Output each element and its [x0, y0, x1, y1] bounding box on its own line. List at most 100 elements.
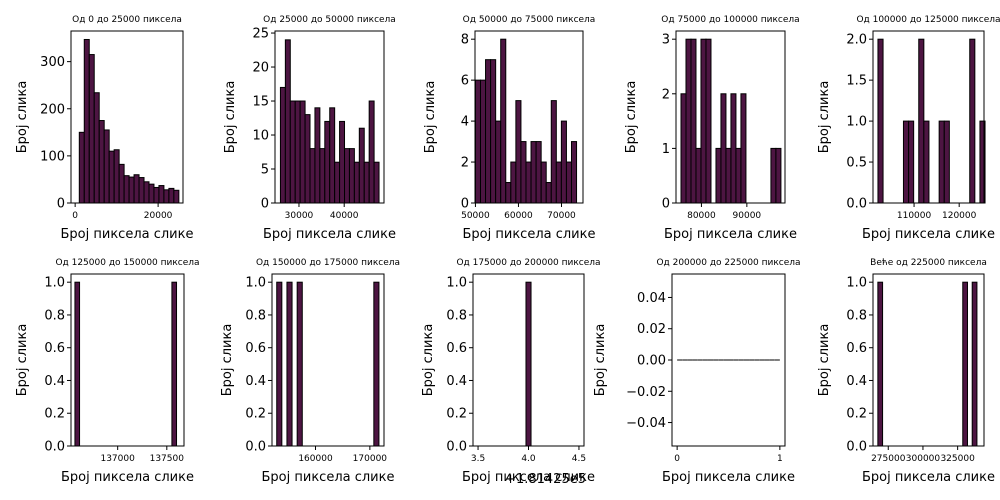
y-tick-label: −0.02	[626, 385, 666, 400]
histogram-panel-6: 0.0 0.2 0.4 0.6 0.8 1.0 137000 137500 Од 125000 …	[15, 258, 200, 485]
y-tick-label: 0	[662, 197, 670, 212]
x-axis-label: Број пиксела слике	[263, 227, 396, 242]
x-tick-label: 0	[674, 454, 680, 464]
histogram-bar	[943, 120, 950, 204]
x-tick-label: 120000	[942, 211, 977, 221]
subplot-title: Од 175000 до 200000 пиксела	[456, 258, 600, 268]
y-tick-label: 2.0	[846, 33, 867, 48]
histogram-bar	[730, 93, 737, 204]
x-tick-label: 80000	[687, 211, 716, 221]
histogram-bar	[525, 281, 532, 447]
histogram-bar	[485, 59, 492, 204]
histogram-bar	[570, 141, 578, 204]
histogram-bar	[153, 186, 160, 204]
y-tick-label: 0.04	[637, 291, 666, 306]
histogram-bar	[515, 100, 522, 204]
histogram-panel-4: 0 1 2 3 80000 90000 Од 75000 до 100000 пиксела…	[624, 15, 800, 242]
histogram-panel-9: −0.04 −0.02 0.00 0.02 0.04 0 1 Од 200000 до 225…	[593, 258, 801, 485]
y-axis-label: Број слика	[817, 81, 832, 154]
histogram-bar	[969, 38, 976, 204]
histogram-bar	[938, 120, 945, 204]
histogram-bar	[143, 181, 150, 204]
x-tick-label: 3.5	[471, 454, 485, 464]
histogram-bar	[163, 189, 170, 204]
histogram-bar	[715, 147, 722, 204]
bars	[74, 281, 178, 447]
y-tick-label: 0.2	[44, 407, 65, 422]
y-axis-label: Број слика	[421, 324, 436, 397]
y-tick-label: 0.6	[846, 341, 867, 356]
y-tick-label: 0.00	[637, 354, 666, 369]
histogram-bar	[133, 174, 140, 204]
histogram-bar	[286, 281, 293, 447]
y-tick-label: 1.0	[44, 276, 65, 291]
y-tick-label: 1	[662, 142, 670, 157]
histogram-bar	[775, 147, 782, 204]
y-tick-label: 0.8	[44, 308, 65, 323]
y-axis-label: Број слика	[817, 324, 832, 397]
y-tick-label: 0.8	[446, 308, 467, 323]
y-tick-label: 2	[461, 156, 469, 171]
histogram-bar	[770, 147, 777, 204]
y-tick-label: 0.0	[44, 440, 65, 455]
histogram-bar	[520, 141, 527, 204]
y-tick-label: 0	[57, 197, 65, 212]
histogram-panel-10: 0.0 0.2 0.4 0.6 0.8 1.0 275000 300000 325000 Веће…	[817, 258, 995, 485]
y-tick-label: 200	[40, 102, 65, 117]
x-axis-label: Број пиксела слике	[61, 227, 194, 242]
bars	[525, 281, 532, 447]
histogram-bar	[168, 187, 175, 204]
x-tick-label: 137000	[100, 454, 135, 464]
y-tick-label: 1.0	[446, 276, 467, 291]
x-tick-label: 275000	[871, 454, 906, 464]
x-tick-label: 50000	[461, 211, 490, 221]
histogram-bar	[735, 147, 742, 204]
histogram-bar	[173, 189, 180, 204]
x-tick-label: 160000	[298, 454, 333, 464]
bars	[680, 38, 782, 204]
histogram-bar	[353, 161, 360, 204]
histogram-bar	[113, 149, 120, 204]
x-axis-label: Број пиксела слике	[61, 470, 194, 485]
y-tick-label: 0.2	[245, 407, 266, 422]
histogram-bar	[319, 148, 326, 204]
histogram-bar	[289, 100, 296, 204]
histogram-bar	[479, 79, 487, 204]
y-tick-label: 20	[252, 61, 269, 76]
bars	[276, 281, 380, 447]
bars	[78, 38, 180, 204]
x-tick-label: 4.5	[572, 454, 586, 464]
histogram-bar	[329, 107, 336, 204]
y-tick-label: 0.4	[846, 374, 867, 389]
x-tick-label: 137500	[150, 454, 185, 464]
histogram-bar	[78, 131, 85, 204]
histogram-bar	[908, 120, 915, 204]
y-axis-label: Број слика	[220, 324, 235, 397]
histogram-bar	[148, 183, 155, 204]
axes-frame	[70, 273, 185, 447]
x-axis-offset-text: +1.81425e5	[505, 472, 586, 487]
subplot-title: Од 200000 до 225000 пиксела	[656, 258, 800, 268]
histogram-panel-5: 0.0 0.5 1.0 1.5 2.0 110000 120000 Од 100000 до …	[817, 15, 1000, 242]
x-tick-label: 1	[777, 454, 783, 464]
y-tick-label: 0.6	[245, 341, 266, 356]
y-axis-label: Број слика	[423, 81, 438, 154]
histogram-bar	[740, 93, 747, 204]
y-tick-label: 15	[252, 95, 269, 110]
x-axis-label: Број пиксела слике	[862, 470, 995, 485]
histogram-bar	[314, 107, 321, 204]
y-tick-label: 3	[662, 33, 670, 48]
x-tick-label: 70000	[547, 211, 576, 221]
y-tick-label: 0.4	[446, 374, 467, 389]
y-tick-label: 10	[252, 129, 269, 144]
histogram-bar	[525, 161, 532, 204]
y-tick-label: 0.2	[446, 407, 467, 422]
axes-frame	[271, 273, 385, 447]
histogram-bar	[118, 163, 125, 204]
y-tick-label: 4	[461, 115, 469, 130]
histogram-bar	[83, 38, 90, 204]
y-tick-label: 0.0	[245, 440, 266, 455]
x-tick-label: 90000	[733, 211, 762, 221]
x-axis-label: Број пиксела слике	[662, 470, 795, 485]
axes-frame	[70, 30, 184, 204]
